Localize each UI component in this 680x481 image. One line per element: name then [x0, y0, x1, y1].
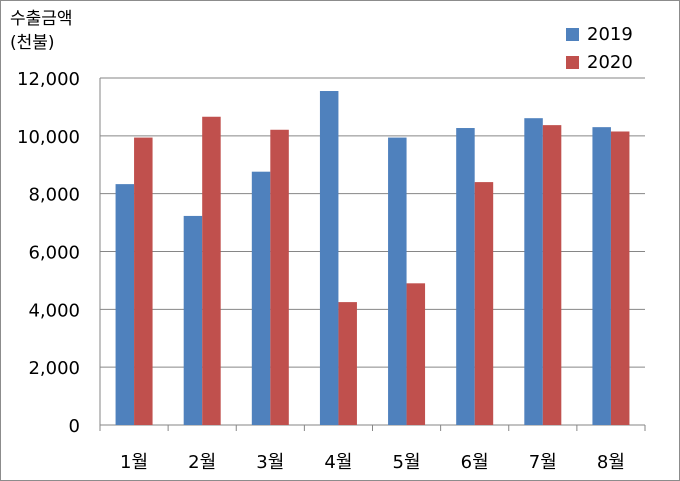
bar-2019 — [183, 215, 203, 425]
y-axis-title: 수출금액 — [10, 9, 73, 29]
bar-2020 — [202, 116, 221, 425]
x-tick-label: 6월 — [461, 452, 489, 473]
legend-swatch-2019 — [566, 27, 579, 41]
bar-2019 — [388, 137, 407, 425]
legend-swatch-2020 — [566, 55, 579, 69]
x-tick-label: 1월 — [120, 452, 148, 473]
bar-2019 — [592, 127, 611, 426]
x-tick-label: 5월 — [393, 452, 421, 473]
bar-2019 — [456, 128, 475, 426]
y-tick-label: 10,000 — [17, 127, 80, 148]
legend-label-2020: 2020 — [587, 51, 633, 73]
legend-label-2019: 2019 — [587, 23, 633, 45]
bar-2020 — [406, 283, 426, 425]
x-tick-label: 7월 — [529, 452, 557, 473]
bar-2019 — [115, 184, 135, 425]
y-tick-label: 2,000 — [28, 358, 80, 379]
y-tick-label: 0 — [69, 416, 80, 437]
legend-item-2020: 2020 — [566, 50, 633, 74]
x-tick-label: 4월 — [324, 452, 352, 473]
legend-item-2019: 2019 — [566, 22, 633, 46]
x-tick-label: 2월 — [188, 452, 216, 473]
y-tick-label: 6,000 — [28, 243, 80, 264]
y-axis-unit: (천불) — [10, 33, 55, 53]
bar-2020 — [134, 137, 153, 425]
y-tick-label: 4,000 — [28, 300, 80, 321]
bar-2020 — [338, 302, 357, 425]
bar-2019 — [524, 118, 543, 426]
bar-2019 — [319, 91, 339, 425]
bar-2019 — [251, 171, 271, 425]
y-tick-label: 8,000 — [28, 185, 80, 206]
bar-2020 — [270, 129, 289, 425]
bar-2020 — [474, 182, 494, 425]
x-tick-label: 8월 — [597, 452, 625, 473]
y-tick-label: 12,000 — [17, 69, 80, 90]
bar-2020 — [542, 125, 562, 426]
x-tick-label: 3월 — [256, 452, 284, 473]
bar-2020 — [610, 131, 630, 425]
